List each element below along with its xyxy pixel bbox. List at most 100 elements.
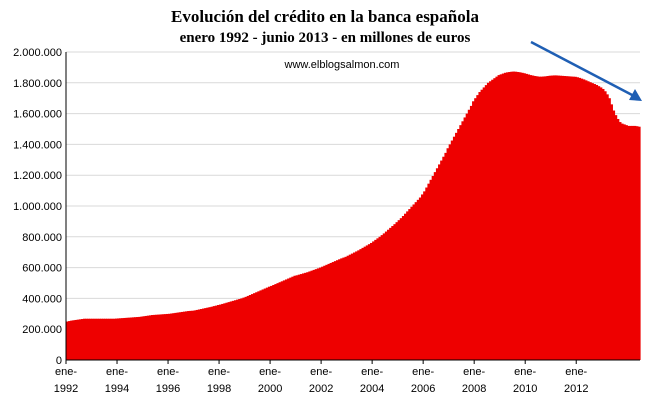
- bar: [157, 314, 161, 360]
- bar: [253, 293, 256, 360]
- bar: [384, 231, 388, 360]
- bar: [112, 318, 116, 360]
- bar: [559, 75, 562, 360]
- bar: [295, 275, 299, 360]
- bar: [472, 101, 475, 360]
- bar: [391, 226, 394, 360]
- bar: [514, 71, 518, 361]
- bar: [270, 285, 273, 360]
- bar: [95, 318, 99, 360]
- bar: [325, 264, 329, 360]
- bar: [193, 310, 197, 360]
- bar: [489, 81, 492, 360]
- bar: [244, 296, 248, 360]
- bar: [331, 262, 335, 360]
- bar: [151, 315, 154, 360]
- bar: [125, 317, 129, 360]
- bar: [425, 187, 429, 360]
- y-tick-label: 1.800.000: [13, 78, 62, 90]
- bar: [503, 72, 507, 360]
- bar: [272, 285, 275, 360]
- bar: [216, 305, 220, 360]
- bar: [540, 76, 543, 360]
- bar: [304, 272, 307, 360]
- bar: [406, 211, 409, 360]
- bar: [542, 76, 545, 361]
- bar: [525, 73, 528, 361]
- x-tick-label-month: ene-: [412, 366, 434, 378]
- bar: [452, 136, 456, 360]
- bar: [80, 319, 84, 360]
- bar: [189, 310, 193, 360]
- bar: [569, 76, 573, 361]
- bar: [591, 83, 594, 361]
- bar: [176, 312, 180, 360]
- axes: [65, 52, 640, 361]
- bar: [353, 252, 356, 360]
- bar: [221, 303, 224, 360]
- bar: [236, 299, 239, 360]
- bar: [516, 72, 520, 361]
- watermark: www.elblogsalmon.com: [284, 59, 400, 71]
- bar: [212, 306, 216, 360]
- bar: [91, 318, 95, 360]
- bar: [70, 320, 73, 360]
- bar: [608, 98, 611, 360]
- bar: [476, 95, 480, 361]
- bar: [567, 76, 571, 360]
- bar: [548, 75, 552, 360]
- bar: [180, 311, 184, 360]
- x-tick-label-month: ene-: [259, 366, 281, 378]
- bar: [242, 297, 246, 360]
- bar: [114, 318, 118, 360]
- bar: [274, 284, 278, 360]
- bar: [123, 317, 127, 360]
- x-tick-labels: ene- 1992 ene- 1994 ene- 1996 ene- 1998 ene- 2000…: [54, 360, 588, 395]
- x-tick-label-year: 2008: [462, 383, 486, 395]
- bar: [259, 290, 263, 360]
- bar: [508, 72, 511, 361]
- bar: [467, 109, 471, 360]
- bar: [310, 270, 314, 360]
- bar: [605, 94, 609, 360]
- bar: [76, 319, 80, 360]
- bar: [367, 244, 371, 360]
- bar: [293, 275, 297, 360]
- bar: [599, 87, 603, 361]
- bar: [582, 79, 586, 360]
- bar: [578, 77, 582, 361]
- bar: [518, 72, 522, 360]
- bar: [155, 314, 159, 360]
- x-tick-label-year: 2010: [513, 383, 537, 395]
- bar: [85, 318, 88, 360]
- bar: [574, 76, 577, 360]
- bar: [435, 168, 439, 360]
- bar: [182, 311, 186, 360]
- bar: [255, 292, 258, 360]
- bar: [338, 259, 341, 360]
- bar: [550, 75, 554, 360]
- bar: [321, 266, 324, 360]
- bar: [278, 282, 282, 360]
- bar: [225, 302, 229, 360]
- bar: [414, 202, 418, 360]
- bar: [365, 245, 369, 360]
- bar: [372, 241, 375, 360]
- bar: [629, 125, 633, 360]
- bar: [204, 308, 207, 360]
- bar: [214, 305, 218, 360]
- bar: [404, 213, 407, 360]
- bar: [480, 89, 484, 360]
- bar: [333, 261, 337, 360]
- bar: [418, 197, 422, 360]
- bar: [561, 75, 565, 361]
- y-tick-label: 1.200.000: [13, 170, 62, 182]
- bar: [327, 263, 331, 360]
- bar: [399, 218, 403, 360]
- bar: [557, 75, 560, 360]
- x-tick-label-month: ene-: [208, 366, 230, 378]
- bar: [357, 250, 360, 360]
- bar: [610, 104, 613, 360]
- bar: [257, 291, 261, 360]
